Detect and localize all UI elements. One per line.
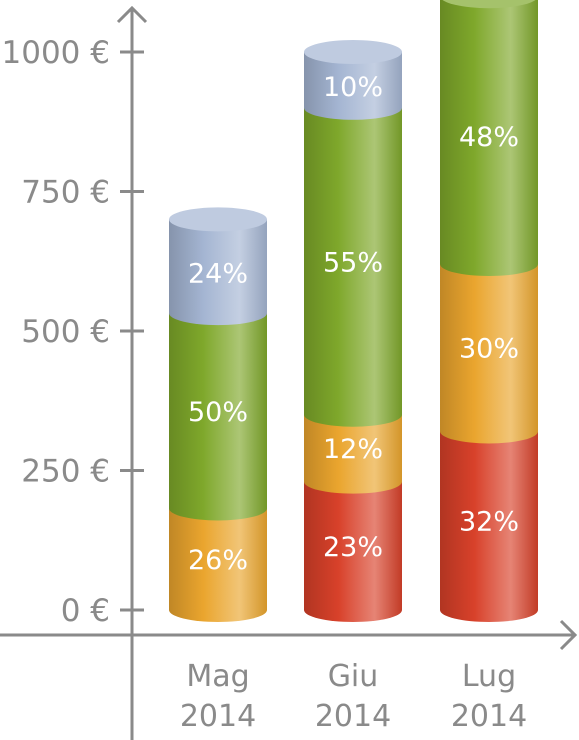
bar-segment — [169, 219, 267, 326]
segment-label: 24% — [188, 258, 248, 289]
x-tick-label: 2014 — [451, 699, 527, 734]
bar-top-cap — [442, 0, 536, 9]
x-tick-labels: Mag 2014 Giu 2014 Lug 2014 — [180, 659, 527, 734]
segment-label: 50% — [188, 397, 248, 428]
x-tick-label: 2014 — [315, 699, 391, 734]
y-ticks: 0 € 250 € 500 € 750 € 1000 € — [2, 35, 144, 629]
bar-segment — [304, 52, 402, 120]
bar-segment — [440, 0, 538, 277]
segment-label: 30% — [459, 334, 519, 365]
x-axis-arrow — [559, 619, 578, 651]
bar-segment — [169, 508, 267, 622]
segment-label: 48% — [459, 122, 519, 153]
bar-group: 32% 30% 48% — [439, 0, 538, 622]
y-tick-label: 250 € — [21, 454, 110, 490]
segment-label: 55% — [323, 247, 383, 278]
bar-segment — [304, 414, 402, 494]
bar-top-cap — [304, 40, 402, 64]
bar-segment — [304, 481, 402, 622]
y-tick-label: 1000 € — [2, 35, 110, 71]
bar-segment — [304, 107, 402, 427]
axes — [0, 5, 578, 740]
x-tick-label: Mag — [186, 659, 249, 694]
bar-segment — [169, 313, 267, 521]
y-tick-label: 500 € — [21, 314, 110, 350]
y-tick-label: 750 € — [21, 175, 110, 211]
y-tick-label: 0 € — [61, 593, 110, 629]
segment-label: 26% — [188, 545, 248, 576]
segment-label: 32% — [459, 507, 519, 538]
segment-label: 10% — [323, 72, 383, 103]
bar-segment — [440, 431, 538, 622]
y-axis-arrow — [116, 5, 148, 24]
x-tick-label: Giu — [328, 659, 379, 694]
segment-label: 23% — [323, 532, 383, 563]
bar-group: 23% 12% 55% 10% — [304, 40, 402, 622]
bar-top-cap — [169, 207, 267, 232]
bar-segment — [439, 264, 538, 444]
bars: 26% 50% 24% 23% 12% 55% 10% 32% 30% 48% — [169, 0, 538, 622]
x-tick-label: 2014 — [180, 699, 256, 734]
segment-label: 12% — [323, 434, 383, 465]
x-tick-label: Lug — [462, 659, 516, 694]
bar-group: 26% 50% 24% — [169, 207, 267, 622]
